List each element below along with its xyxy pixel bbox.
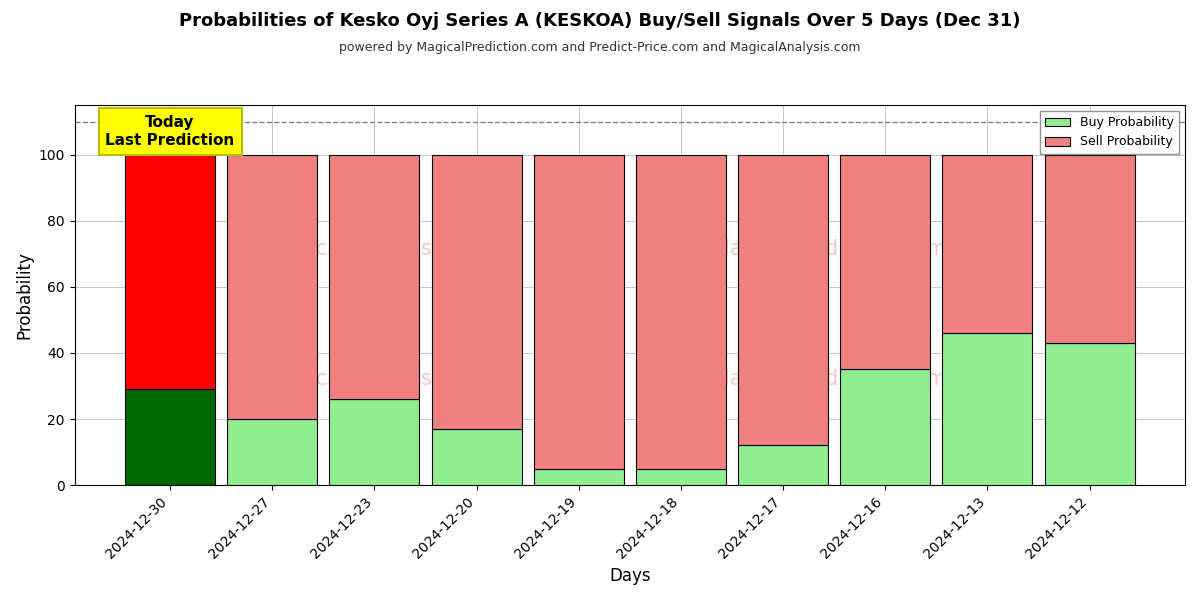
Bar bbox=[330, 399, 419, 485]
Bar bbox=[432, 155, 522, 429]
Y-axis label: Probability: Probability bbox=[16, 251, 34, 339]
Legend: Buy Probability, Sell Probability: Buy Probability, Sell Probability bbox=[1040, 111, 1178, 154]
Bar bbox=[125, 389, 215, 485]
Bar bbox=[330, 155, 419, 399]
Bar bbox=[738, 155, 828, 445]
X-axis label: Days: Days bbox=[610, 567, 650, 585]
Text: MagicalPrediction.com: MagicalPrediction.com bbox=[713, 239, 947, 259]
Bar bbox=[942, 333, 1032, 485]
Bar bbox=[432, 429, 522, 485]
Bar bbox=[636, 155, 726, 469]
Text: MagicalAnalysis.com: MagicalAnalysis.com bbox=[266, 369, 482, 389]
Bar bbox=[227, 155, 317, 419]
Bar bbox=[738, 445, 828, 485]
Text: MagicalPrediction.com: MagicalPrediction.com bbox=[713, 369, 947, 389]
Bar bbox=[125, 155, 215, 389]
Bar bbox=[227, 419, 317, 485]
Bar bbox=[840, 370, 930, 485]
Bar bbox=[534, 469, 624, 485]
Bar bbox=[1045, 343, 1134, 485]
Bar bbox=[534, 155, 624, 469]
Text: Today
Last Prediction: Today Last Prediction bbox=[106, 115, 235, 148]
Text: powered by MagicalPrediction.com and Predict-Price.com and MagicalAnalysis.com: powered by MagicalPrediction.com and Pre… bbox=[340, 41, 860, 54]
Bar bbox=[1045, 155, 1134, 343]
Bar bbox=[840, 155, 930, 370]
Text: MagicalAnalysis.com: MagicalAnalysis.com bbox=[266, 239, 482, 259]
Text: Probabilities of Kesko Oyj Series A (KESKOA) Buy/Sell Signals Over 5 Days (Dec 3: Probabilities of Kesko Oyj Series A (KES… bbox=[179, 12, 1021, 30]
Bar bbox=[942, 155, 1032, 333]
Bar bbox=[636, 469, 726, 485]
